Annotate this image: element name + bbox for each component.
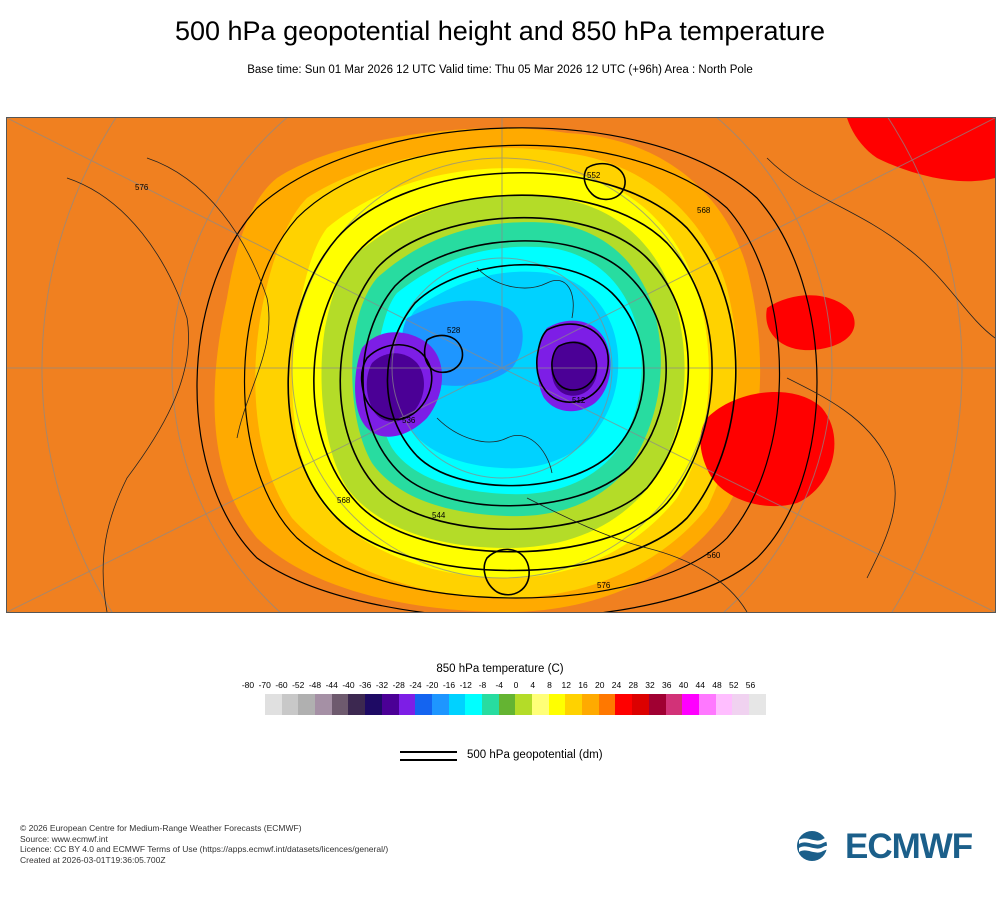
legend-color-swatch xyxy=(481,694,499,715)
legend-tick-label: 56 xyxy=(745,680,756,690)
legend-color-swatch xyxy=(732,694,749,715)
contour-label: 576 xyxy=(597,581,611,590)
legend-tick-label: -28 xyxy=(392,680,405,690)
legend-color-swatch xyxy=(315,694,332,715)
map-svg: 576 552 512 528 536 568 544 576 568 560 xyxy=(7,118,995,612)
geopotential-legend-label: 500 hPa geopotential (dm) xyxy=(467,749,603,761)
contour-label: 560 xyxy=(707,551,721,560)
legend-color-swatch xyxy=(548,694,566,715)
legend-tick-label: 12 xyxy=(561,680,571,690)
legend-tick-label: -20 xyxy=(426,680,439,690)
legend-tick-label: -48 xyxy=(308,680,322,690)
legend-tick-label: -32 xyxy=(375,680,389,690)
legend-tick-label: 28 xyxy=(628,680,638,690)
warm-spot-corner xyxy=(847,118,995,182)
legend-color-swatch xyxy=(281,694,299,715)
legend-color-swatch xyxy=(348,694,366,715)
contour-label: 544 xyxy=(432,511,446,520)
legend-color-swatch xyxy=(298,694,316,715)
legend-color-swatch xyxy=(415,694,432,715)
legend-color-swatch xyxy=(331,694,349,715)
legend-color-swatch xyxy=(431,694,449,715)
contour-label: 576 xyxy=(135,183,149,192)
legend-tick-label: -60 xyxy=(275,680,288,690)
legend-color-swatch xyxy=(265,694,282,715)
contour-label: 552 xyxy=(587,171,601,180)
legend-color-swatch xyxy=(398,694,416,715)
ecmwf-logo-icon xyxy=(797,831,839,861)
contour-label: 536 xyxy=(402,416,416,425)
north-pole-map: 576 552 512 528 536 568 544 576 568 560 xyxy=(6,117,996,613)
geopotential-line-sample xyxy=(400,759,457,761)
cold-pool-east-core xyxy=(551,341,598,396)
legend-tick-label: 32 xyxy=(645,680,655,690)
legend-color-swatch xyxy=(615,694,633,715)
legend-color-swatch xyxy=(665,694,683,715)
footer-licence: Licence: CC BY 4.0 and ECMWF Terms of Us… xyxy=(20,844,389,854)
legend-tick-label: -12 xyxy=(459,680,472,690)
footer-source: Source: www.ecmwf.int xyxy=(20,833,108,844)
ecmwf-logo-text: ECMWF xyxy=(845,827,973,866)
legend-title: 850 hPa temperature (C) xyxy=(436,663,564,675)
legend-color-swatch xyxy=(465,694,482,715)
legend-tick-label: -4 xyxy=(495,680,504,690)
legend-color-swatch xyxy=(598,694,616,715)
cold-pool-west-core xyxy=(366,353,424,422)
legend-tick-label: 44 xyxy=(695,680,705,690)
contour-label: 568 xyxy=(697,206,711,215)
chart-title: 500 hPa geopotential height and 850 hPa … xyxy=(174,16,825,46)
legend-colorbar xyxy=(265,694,766,715)
legend-tick-label: -40 xyxy=(342,680,355,690)
legend-tick-label: 4 xyxy=(530,680,536,690)
footer: © 2026 European Centre for Medium-Range … xyxy=(20,823,388,865)
legend-tick-label: 20 xyxy=(595,680,605,690)
geopotential-contours xyxy=(196,127,818,612)
legend-tick-label: -52 xyxy=(292,680,305,690)
contour-label: 568 xyxy=(337,496,351,505)
footer-copyright: © 2026 European Centre for Medium-Range … xyxy=(20,823,302,833)
legend-tick-label: -44 xyxy=(325,680,338,690)
legend-tick-label: -24 xyxy=(409,680,422,690)
legend-color-swatch xyxy=(515,694,532,715)
legend-tick-label: -36 xyxy=(359,680,372,690)
legend-tick-label: -80 xyxy=(241,680,255,690)
legend-color-swatch xyxy=(698,694,716,715)
footer-created: Created at 2026-03-01T19:36:05.700Z xyxy=(20,854,166,865)
contour-labels: 576 552 512 528 536 568 544 576 568 560 xyxy=(135,171,721,590)
legend-tick-label: 36 xyxy=(662,680,672,690)
ecmwf-logo: ECMWF xyxy=(795,825,985,866)
legend-color-swatch xyxy=(565,694,583,715)
legend-tick-label: 48 xyxy=(712,680,722,690)
contour-label: 528 xyxy=(447,326,461,335)
legend-tick-label: 40 xyxy=(678,680,689,690)
legend-tick-label: 24 xyxy=(611,680,622,690)
geopotential-line-sample xyxy=(400,751,457,753)
legend-tick-label: 0 xyxy=(513,680,519,690)
legend-tick-label: -8 xyxy=(478,680,487,690)
warm-spot-east xyxy=(700,391,835,507)
chart-subtitle: Base time: Sun 01 Mar 2026 12 UTC Valid … xyxy=(247,64,753,76)
legend-color-swatch xyxy=(748,694,766,715)
contour-label: 512 xyxy=(572,396,586,405)
legend-tick-label: -16 xyxy=(442,680,456,690)
legend-tick-label: 52 xyxy=(729,680,739,690)
legend-tick-label: 8 xyxy=(547,680,552,690)
legend-color-swatch xyxy=(448,694,466,715)
legend-tick-label: 16 xyxy=(578,680,588,690)
legend-color-swatch xyxy=(582,694,599,715)
legend-color-swatch xyxy=(632,694,649,715)
legend-color-swatch xyxy=(648,694,666,715)
warm-spot-northeast xyxy=(766,295,855,351)
legend-tick-label: -70 xyxy=(258,680,271,690)
legend-color-swatch xyxy=(365,694,382,715)
legend-color-swatch xyxy=(682,694,699,715)
legend-color-swatch xyxy=(498,694,516,715)
legend-color-swatch xyxy=(715,694,733,715)
legend-ticks: -80 -70 -60 -52 -48 -44 -40 -36 -32 -28 -24 -20 -16-… xyxy=(0,680,1000,692)
legend-color-swatch xyxy=(381,694,399,715)
coastlines xyxy=(66,157,995,612)
legend-color-swatch xyxy=(532,694,549,715)
